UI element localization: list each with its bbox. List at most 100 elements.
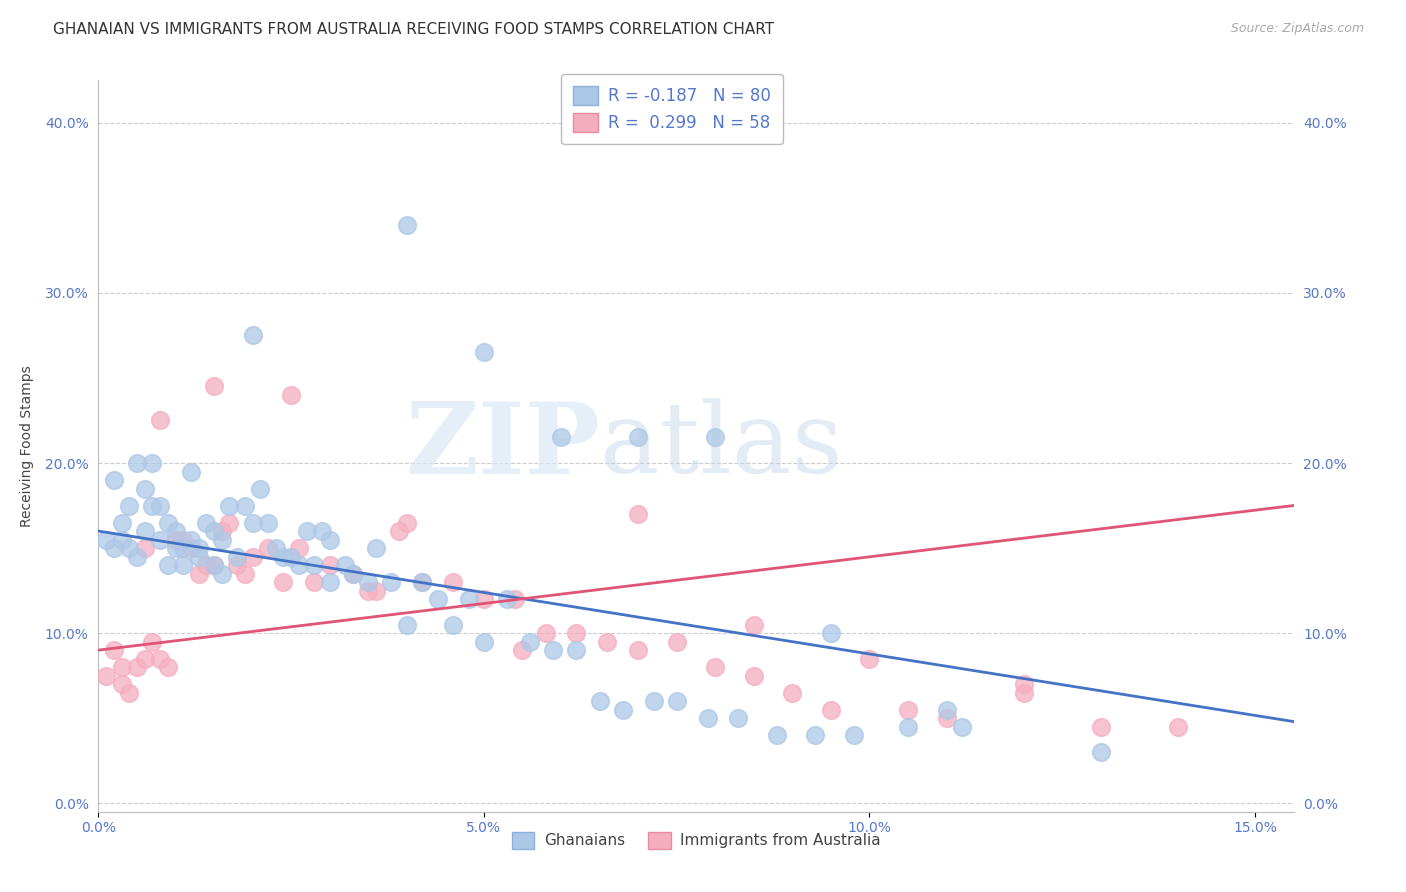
Point	[125, 549, 148, 564]
Point	[187, 566, 209, 581]
Point	[766, 728, 789, 742]
Point	[257, 516, 280, 530]
Point	[180, 465, 202, 479]
Point	[395, 617, 418, 632]
Point	[472, 634, 495, 648]
Point	[380, 575, 402, 590]
Point	[118, 499, 141, 513]
Point	[411, 575, 433, 590]
Text: atlas: atlas	[600, 398, 844, 494]
Point	[441, 575, 464, 590]
Point	[165, 524, 187, 538]
Point	[273, 549, 295, 564]
Point	[134, 651, 156, 665]
Point	[897, 703, 920, 717]
Point	[1012, 677, 1035, 691]
Point	[627, 430, 650, 444]
Point	[264, 541, 287, 555]
Point	[103, 541, 125, 555]
Point	[149, 533, 172, 547]
Point	[218, 516, 240, 530]
Point	[165, 541, 187, 555]
Point	[820, 626, 842, 640]
Point	[395, 218, 418, 232]
Point	[172, 541, 194, 555]
Point	[149, 651, 172, 665]
Point	[242, 328, 264, 343]
Point	[696, 711, 718, 725]
Point	[149, 413, 172, 427]
Point	[202, 524, 225, 538]
Point	[342, 566, 364, 581]
Point	[134, 541, 156, 555]
Point	[457, 592, 479, 607]
Point	[742, 617, 765, 632]
Point	[172, 533, 194, 547]
Point	[411, 575, 433, 590]
Point	[118, 686, 141, 700]
Point	[180, 533, 202, 547]
Point	[187, 541, 209, 555]
Point	[141, 634, 163, 648]
Point	[665, 694, 688, 708]
Point	[357, 583, 380, 598]
Point	[804, 728, 827, 742]
Point	[319, 575, 342, 590]
Point	[472, 592, 495, 607]
Point	[441, 617, 464, 632]
Point	[141, 456, 163, 470]
Point	[472, 345, 495, 359]
Point	[858, 651, 880, 665]
Point	[395, 516, 418, 530]
Point	[125, 660, 148, 674]
Point	[496, 592, 519, 607]
Point	[534, 626, 557, 640]
Point	[280, 549, 302, 564]
Point	[364, 583, 387, 598]
Point	[94, 668, 117, 682]
Point	[357, 575, 380, 590]
Point	[187, 549, 209, 564]
Point	[935, 711, 957, 725]
Y-axis label: Receiving Food Stamps: Receiving Food Stamps	[20, 365, 34, 527]
Point	[295, 524, 318, 538]
Point	[211, 566, 233, 581]
Point	[195, 516, 218, 530]
Point	[565, 643, 588, 657]
Point	[180, 541, 202, 555]
Point	[897, 720, 920, 734]
Point	[211, 533, 233, 547]
Point	[519, 634, 541, 648]
Point	[288, 558, 311, 572]
Point	[588, 694, 610, 708]
Point	[665, 634, 688, 648]
Point	[543, 643, 565, 657]
Point	[280, 388, 302, 402]
Point	[202, 379, 225, 393]
Point	[110, 660, 132, 674]
Point	[288, 541, 311, 555]
Point	[627, 643, 650, 657]
Point	[364, 541, 387, 555]
Point	[503, 592, 526, 607]
Point	[233, 566, 256, 581]
Point	[842, 728, 865, 742]
Point	[134, 482, 156, 496]
Point	[704, 660, 727, 674]
Point	[342, 566, 364, 581]
Text: Source: ZipAtlas.com: Source: ZipAtlas.com	[1230, 22, 1364, 36]
Point	[704, 430, 727, 444]
Point	[1167, 720, 1189, 734]
Point	[233, 499, 256, 513]
Point	[1012, 686, 1035, 700]
Point	[426, 592, 449, 607]
Text: GHANAIAN VS IMMIGRANTS FROM AUSTRALIA RECEIVING FOOD STAMPS CORRELATION CHART: GHANAIAN VS IMMIGRANTS FROM AUSTRALIA RE…	[53, 22, 775, 37]
Point	[242, 516, 264, 530]
Point	[311, 524, 333, 538]
Point	[512, 643, 534, 657]
Point	[94, 533, 117, 547]
Point	[156, 660, 179, 674]
Point	[110, 516, 132, 530]
Point	[304, 558, 326, 572]
Point	[935, 703, 957, 717]
